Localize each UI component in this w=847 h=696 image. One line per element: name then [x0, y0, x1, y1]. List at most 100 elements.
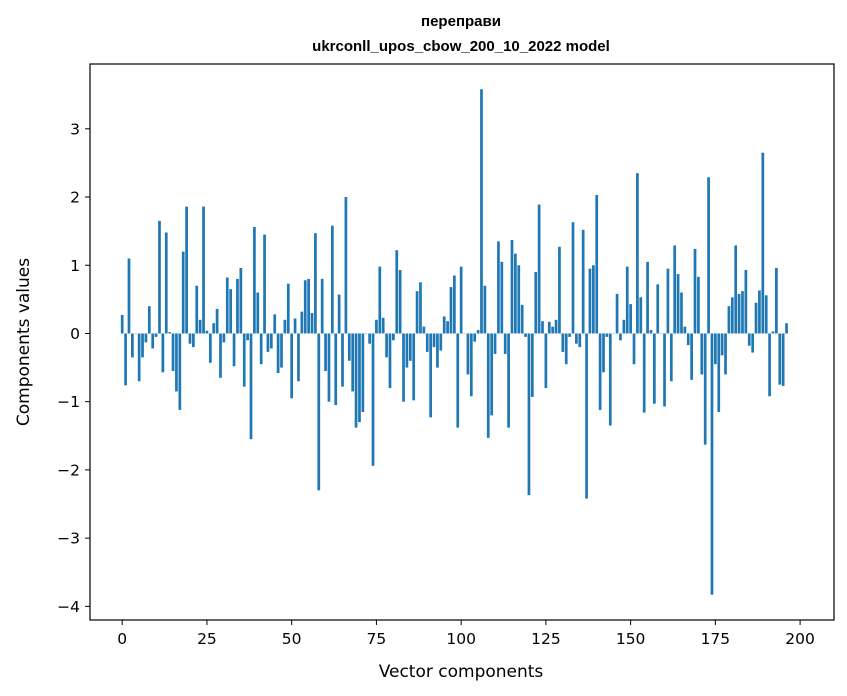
bar: [198, 319, 202, 334]
bar: [632, 333, 636, 365]
bar: [188, 333, 192, 344]
bar: [663, 333, 666, 407]
bar: [680, 292, 683, 334]
bar: [297, 333, 300, 382]
bar: [402, 333, 405, 402]
bar: [459, 266, 463, 334]
chart-title: переправи: [421, 13, 501, 30]
y-tick-label: 3: [70, 120, 80, 138]
bar: [571, 222, 575, 334]
bar: [354, 333, 358, 428]
x-tick-label: 50: [282, 630, 302, 648]
y-axis-label: Components values: [14, 258, 34, 426]
bar: [178, 333, 182, 410]
bar: [222, 333, 226, 343]
bar: [259, 333, 263, 365]
bar: [324, 333, 327, 371]
x-tick-label: 175: [701, 630, 731, 648]
bar: [205, 330, 209, 334]
bar: [483, 285, 487, 334]
bar: [778, 333, 782, 385]
bar: [232, 333, 236, 367]
bar: [137, 333, 141, 382]
bar: [446, 321, 449, 334]
y-tick-label: −4: [57, 598, 80, 616]
bar: [219, 333, 222, 378]
bar: [758, 290, 761, 334]
bar: [673, 245, 677, 334]
bar: [469, 333, 473, 397]
bar: [785, 323, 788, 334]
bar: [385, 333, 388, 358]
bars: [120, 89, 788, 595]
bar: [720, 333, 724, 356]
bar: [578, 333, 582, 348]
bar: [253, 227, 256, 334]
bar: [530, 333, 534, 397]
bar: [449, 287, 453, 334]
bar: [432, 333, 436, 348]
y-tick-label: −1: [57, 393, 80, 411]
bar: [493, 333, 497, 354]
x-tick-label: 0: [117, 630, 127, 648]
bar: [558, 246, 561, 334]
bar: [629, 304, 632, 334]
bar: [164, 232, 168, 334]
bar: [669, 333, 673, 382]
x-tick-label: 200: [785, 630, 815, 648]
bar: [697, 276, 700, 334]
bar: [527, 333, 531, 496]
bar: [564, 333, 568, 365]
bar: [171, 333, 175, 371]
bar: [585, 333, 588, 499]
bar: [737, 293, 741, 334]
bar: [175, 333, 178, 392]
bar: [361, 333, 365, 412]
bar: [371, 333, 375, 466]
bar: [202, 206, 205, 334]
bar: [246, 333, 249, 341]
bar: [775, 267, 778, 334]
bar: [280, 333, 283, 368]
bar: [225, 277, 229, 334]
bar: [639, 297, 643, 334]
chart-subtitle: ukrconll_upos_cbow_200_10_2022 model: [312, 38, 610, 55]
bar: [269, 333, 273, 349]
bar: [422, 326, 426, 334]
bar: [690, 333, 693, 380]
bar: [436, 333, 439, 368]
bar: [724, 333, 727, 375]
bar: [158, 220, 161, 334]
bar: [676, 274, 680, 334]
bar: [154, 333, 158, 337]
bar: [358, 333, 361, 423]
bar: [412, 333, 416, 401]
bar: [547, 321, 551, 334]
y-tick-label: 0: [70, 325, 80, 343]
bar: [236, 278, 239, 334]
x-tick-label: 75: [367, 630, 387, 648]
bar: [330, 225, 334, 334]
bar: [439, 333, 443, 351]
bar: [334, 333, 338, 406]
bar: [320, 278, 324, 334]
bar: [317, 333, 321, 491]
bar: [303, 280, 307, 334]
bar: [602, 333, 605, 373]
bar: [598, 333, 602, 410]
bar: [703, 333, 707, 445]
bar: [398, 270, 402, 334]
bar: [286, 283, 290, 334]
bar: [619, 333, 622, 341]
bar: [636, 173, 639, 334]
bar: [229, 289, 233, 334]
bar: [524, 333, 527, 337]
bar: [310, 313, 314, 334]
bar: [208, 333, 212, 363]
bar: [344, 197, 348, 334]
bar: [551, 326, 555, 334]
bar: [290, 333, 294, 399]
bar: [693, 248, 697, 334]
bar: [730, 297, 734, 334]
